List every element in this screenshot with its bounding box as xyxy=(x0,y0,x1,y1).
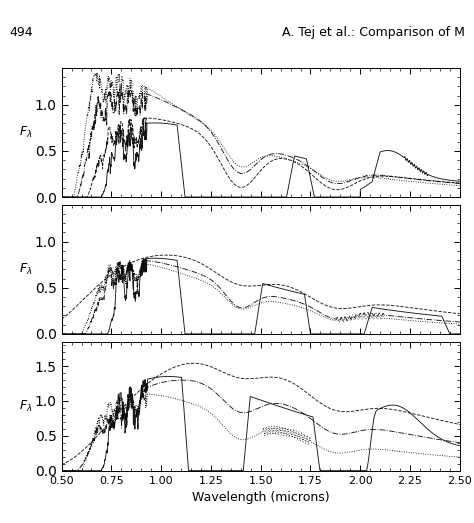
Y-axis label: $F_\lambda$: $F_\lambda$ xyxy=(19,125,33,140)
Y-axis label: $F_\lambda$: $F_\lambda$ xyxy=(19,262,33,277)
X-axis label: Wavelength (microns): Wavelength (microns) xyxy=(192,491,329,504)
Text: A. Tej et al.: Comparison of M: A. Tej et al.: Comparison of M xyxy=(282,26,465,39)
Y-axis label: $F_\lambda$: $F_\lambda$ xyxy=(19,399,33,414)
Text: 494: 494 xyxy=(9,26,33,39)
